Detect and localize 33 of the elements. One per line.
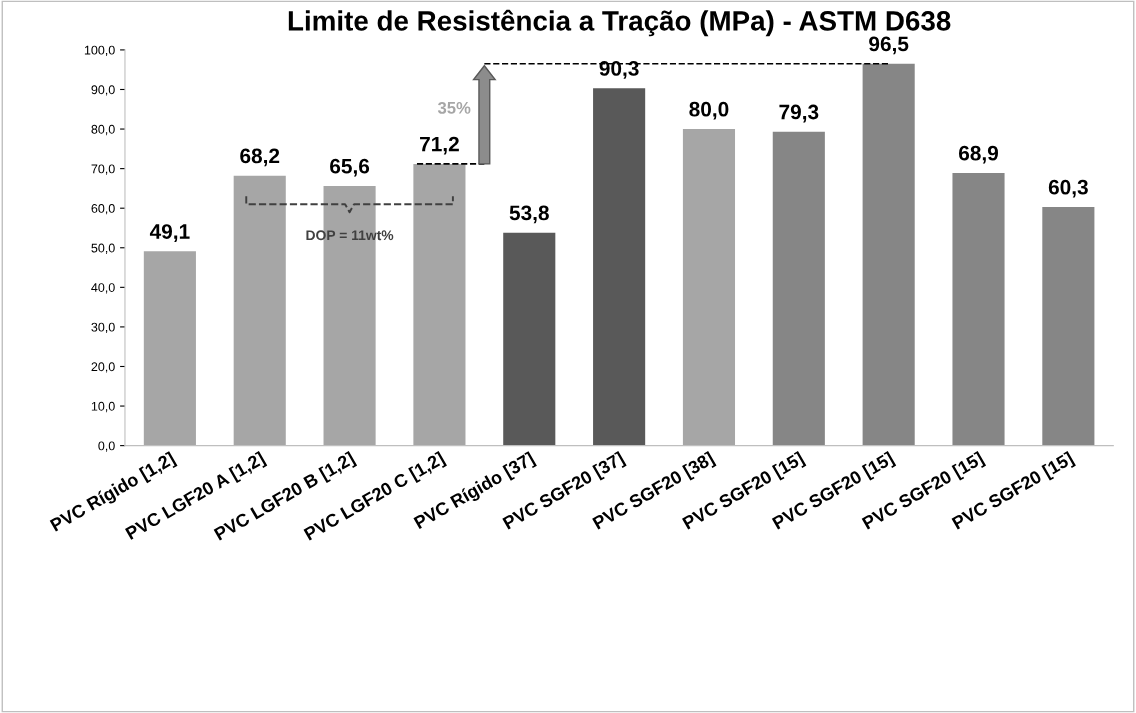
- data-label: 96,5: [869, 36, 909, 55]
- y-tick-label: 10,0: [91, 401, 115, 413]
- y-tick-label: 50,0: [91, 243, 115, 254]
- data-label: 65,6: [330, 158, 370, 177]
- y-tick-label: 70,0: [91, 164, 115, 175]
- y-tick-label: 20,0: [91, 362, 115, 373]
- data-label: 68,2: [240, 148, 280, 167]
- bar: [593, 88, 646, 446]
- bar: [682, 129, 736, 446]
- y-tick-label: 40,0: [91, 283, 115, 294]
- annotation: 35%: [437, 101, 471, 114]
- data-label: 60,3: [1048, 179, 1088, 198]
- data-label: 68,9: [959, 145, 999, 164]
- data-label: 79,3: [779, 104, 819, 123]
- y-tick-label: 30,0: [91, 322, 115, 334]
- y-tick-label: 0,0: [98, 441, 115, 452]
- bar: [952, 172, 1005, 446]
- chart-title: Limite de Resistência a Tração (MPa) - ASTM D638: [288, 9, 951, 37]
- data-label: 80,0: [689, 101, 729, 120]
- data-label: 49,1: [149, 224, 190, 242]
- bar: [143, 251, 196, 446]
- y-tick-label: 60,0: [91, 204, 115, 215]
- bar: [413, 163, 466, 446]
- bar: [772, 131, 825, 446]
- bar: [1042, 207, 1095, 446]
- data-label: 71,2: [420, 136, 459, 155]
- bar: [862, 63, 915, 446]
- data-label: 53,8: [509, 205, 549, 224]
- y-tick-label: 80,0: [91, 124, 115, 136]
- bar: [233, 175, 286, 446]
- y-tick-label: 100,0: [84, 45, 115, 57]
- y-tick-label: 90,0: [91, 85, 115, 96]
- bar: [503, 232, 556, 446]
